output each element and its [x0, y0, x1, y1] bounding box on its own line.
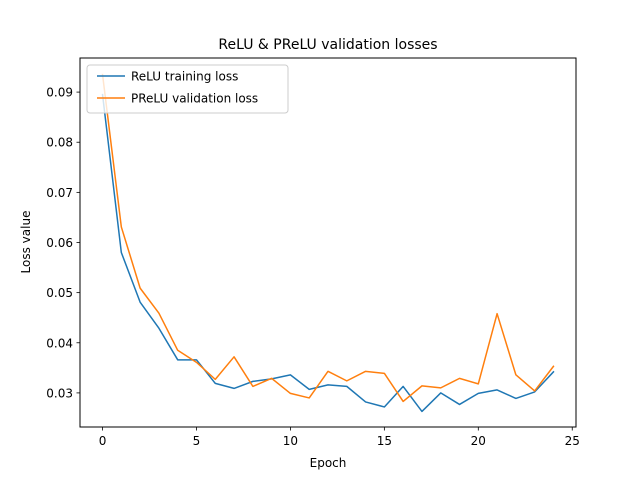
x-tick-label: 10: [283, 434, 298, 448]
x-tick-label: 5: [193, 434, 201, 448]
y-tick-label: 0.09: [46, 86, 73, 100]
series-line-relu: [101, 93, 555, 413]
y-tick-label: 0.07: [46, 186, 73, 200]
y-tick-label: 0.08: [46, 136, 73, 150]
x-axis: 0 5 10 15 20 25: [99, 427, 580, 448]
x-tick-label: 25: [565, 434, 580, 448]
series-layer: [101, 73, 555, 413]
y-tick-label: 0.05: [46, 286, 73, 300]
series-line-prelu: [101, 73, 555, 403]
y-axis-label: Loss value: [19, 211, 33, 274]
y-axis: 0.03 0.04 0.05 0.06 0.07 0.08 0.09: [46, 86, 80, 400]
x-axis-label: Epoch: [310, 456, 347, 470]
y-tick-label: 0.03: [46, 386, 73, 400]
legend-label-relu: ReLU training loss: [131, 70, 238, 84]
y-tick-label: 0.04: [46, 336, 73, 350]
chart-title: ReLU & PReLU validation losses: [218, 37, 437, 53]
x-tick-label: 20: [471, 434, 486, 448]
legend-box: [86, 64, 289, 114]
y-tick-label: 0.06: [46, 236, 73, 250]
x-tick-label: 0: [99, 434, 107, 448]
legend-label-prelu: PReLU validation loss: [131, 92, 258, 106]
legend: ReLU training loss PReLU validation loss: [86, 64, 289, 114]
x-tick-label: 15: [377, 434, 392, 448]
